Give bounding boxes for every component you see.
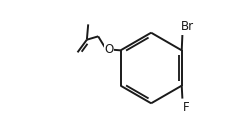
Text: F: F bbox=[182, 101, 188, 114]
Text: Br: Br bbox=[180, 20, 193, 33]
Text: O: O bbox=[104, 43, 113, 56]
